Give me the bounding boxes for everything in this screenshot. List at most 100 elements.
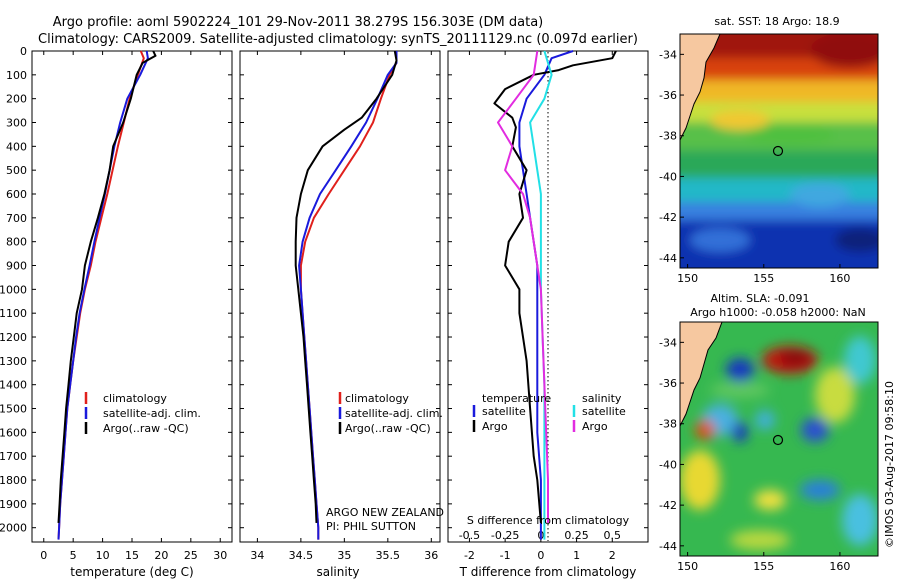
depth-tick-label: 0 [20,45,27,58]
depth-tick-label: 2000 [0,522,27,535]
depth-tick-label: 1200 [0,331,27,344]
longitude-tick-label: 155 [753,560,774,573]
legend-title-salinity: salinity [582,392,622,405]
imos-watermark: ©IMOS 03-Aug-2017 09:58:10 [883,381,896,548]
sla-map-title-line2: Argo h1000: -0.058 h2000: NaN [690,306,866,319]
argo-position-marker [772,145,784,157]
s-tick-label: -0.5 [459,529,480,542]
legend-label-satellite: satellite-adj. clim. [103,407,201,420]
x-tick-label: 34.5 [289,549,314,562]
series-line-s-satellite [529,50,553,540]
legend-label-s-argo: Argo [582,420,608,433]
series-line-s-argo [497,50,549,523]
x-tick-label: 5 [70,549,77,562]
australia-coastline [680,34,721,141]
latitude-tick-label: -34 [659,336,677,349]
s-tick-label: -0.25 [491,529,519,542]
sst-map-tick-labels: 150 155 160 -34 -36 -38 -40 -42 -44 [659,48,850,285]
s-tick-label: 0.5 [604,529,622,542]
x-tick-label: 15 [125,549,139,562]
x-tick-label: -1 [500,549,511,562]
salinity-legend: climatology satellite-adj. clim. Argo(..… [338,392,443,435]
legend-label-s-satellite: satellite [582,405,626,418]
series-line-argo-raw-qc- [294,50,398,523]
latitude-tick-label: -42 [659,211,677,224]
legend-label-climatology: climatology [103,392,167,405]
latitude-tick-label: -34 [659,48,677,61]
salinity-xlabel: salinity [316,565,359,579]
temperature-panel: 0100200300400500600700800900100011001200… [0,45,648,579]
x-tick-label: 34 [250,549,264,562]
t-difference-xlabel: T difference from climatology [459,565,637,579]
depth-tick-label: 700 [6,212,27,225]
figure-title-line1: Argo profile: aoml 5902224_101 29-Nov-20… [53,15,544,30]
depth-tick-label: 1300 [0,355,27,368]
depth-tick-label: 900 [6,260,27,273]
series-line-satellite-adj-clim- [57,50,149,540]
legend-label-satellite: satellite-adj. clim. [345,407,443,420]
legend-label-climatology: climatology [345,392,409,405]
longitude-tick-label: 150 [677,560,698,573]
longitude-tick-label: 155 [753,272,774,285]
difference-tick-labels: -2 -1 0 1 2-0.5 -0.25 0 0.25 0.5 [459,51,621,562]
sla-map-panel: Altim. SLA: -0.091 Argo h1000: -0.058 h2… [659,292,879,573]
depth-tick-label: 1700 [0,450,27,463]
depth-tick-label: 1000 [0,283,27,296]
latitude-tick-label: -38 [659,418,677,431]
legend-label-t-satellite: satellite [482,405,526,418]
x-tick-label: 36 [424,549,438,562]
series-line-t-argo [493,50,617,523]
float-program-label: ARGO NEW ZEALAND [326,506,444,519]
x-tick-label: 10 [96,549,110,562]
float-pi-label: PI: PHIL SUTTON [326,520,416,533]
x-tick-label: 2 [609,549,616,562]
sla-map-tick-labels: 150 155 160 -34 -36 -38 -40 -42 -44 [659,336,850,573]
depth-tick-label: 1600 [0,426,27,439]
temperature-tick-labels: 0 5 10 15 20 25 30 [40,51,227,562]
s-difference-xlabel: S difference from climatology [467,514,630,527]
x-tick-label: 20 [154,549,168,562]
legend-label-argo: Argo(..raw -QC) [103,422,189,435]
difference-axes-frame [447,50,649,543]
sst-map-frame [679,33,879,269]
salinity-axes-frame [239,50,441,543]
x-tick-label: 30 [213,549,227,562]
temperature-xlabel: temperature (deg C) [70,565,193,579]
x-tick-label: -2 [464,549,475,562]
depth-tick-label: 1500 [0,403,27,416]
depth-tick-label: 500 [6,164,27,177]
depth-tick-label: 100 [6,69,27,82]
sst-map-title: sat. SST: 18 Argo: 18.9 [714,15,839,28]
legend-title-temperature: temperature [482,392,551,405]
difference-legend: temperature satellite Argo salinity sate… [472,392,626,433]
australia-coastline [680,322,723,427]
depth-tick-label: 800 [6,236,27,249]
sst-map-panel: sat. SST: 18 Argo: 18.9 [659,15,879,285]
sst-field [680,34,878,268]
temperature-legend: climatology satellite-adj. clim. Argo(..… [84,392,201,435]
x-tick-label: 35 [337,549,351,562]
x-tick-label: 0 [537,549,544,562]
figure-title-line2: Climatology: CARS2009. Satellite-adjuste… [38,32,638,47]
x-tick-label: 0 [40,549,47,562]
latitude-tick-label: -36 [659,377,677,390]
sla-map-frame [679,321,879,557]
salinity-panel: 34 34.5 35 35.5 36 salinity climatology sate… [239,50,444,579]
argo-position-marker [772,434,784,446]
latitude-tick-label: -36 [659,89,677,102]
salinity-series [294,50,398,540]
longitude-tick-label: 150 [677,272,698,285]
sla-field [680,322,878,556]
series-line-climatology [57,50,145,540]
sla-map-title-line1: Altim. SLA: -0.091 [710,292,809,305]
longitude-tick-label: 160 [829,560,850,573]
depth-tick-label: 400 [6,140,27,153]
latitude-tick-label: -44 [659,540,677,553]
legend-label-argo: Argo(..raw -QC) [345,422,431,435]
latitude-tick-label: -38 [659,130,677,143]
series-line-climatology [299,51,398,540]
difference-series [493,50,617,540]
x-tick-label: 35.5 [376,549,401,562]
x-tick-label: 25 [184,549,198,562]
